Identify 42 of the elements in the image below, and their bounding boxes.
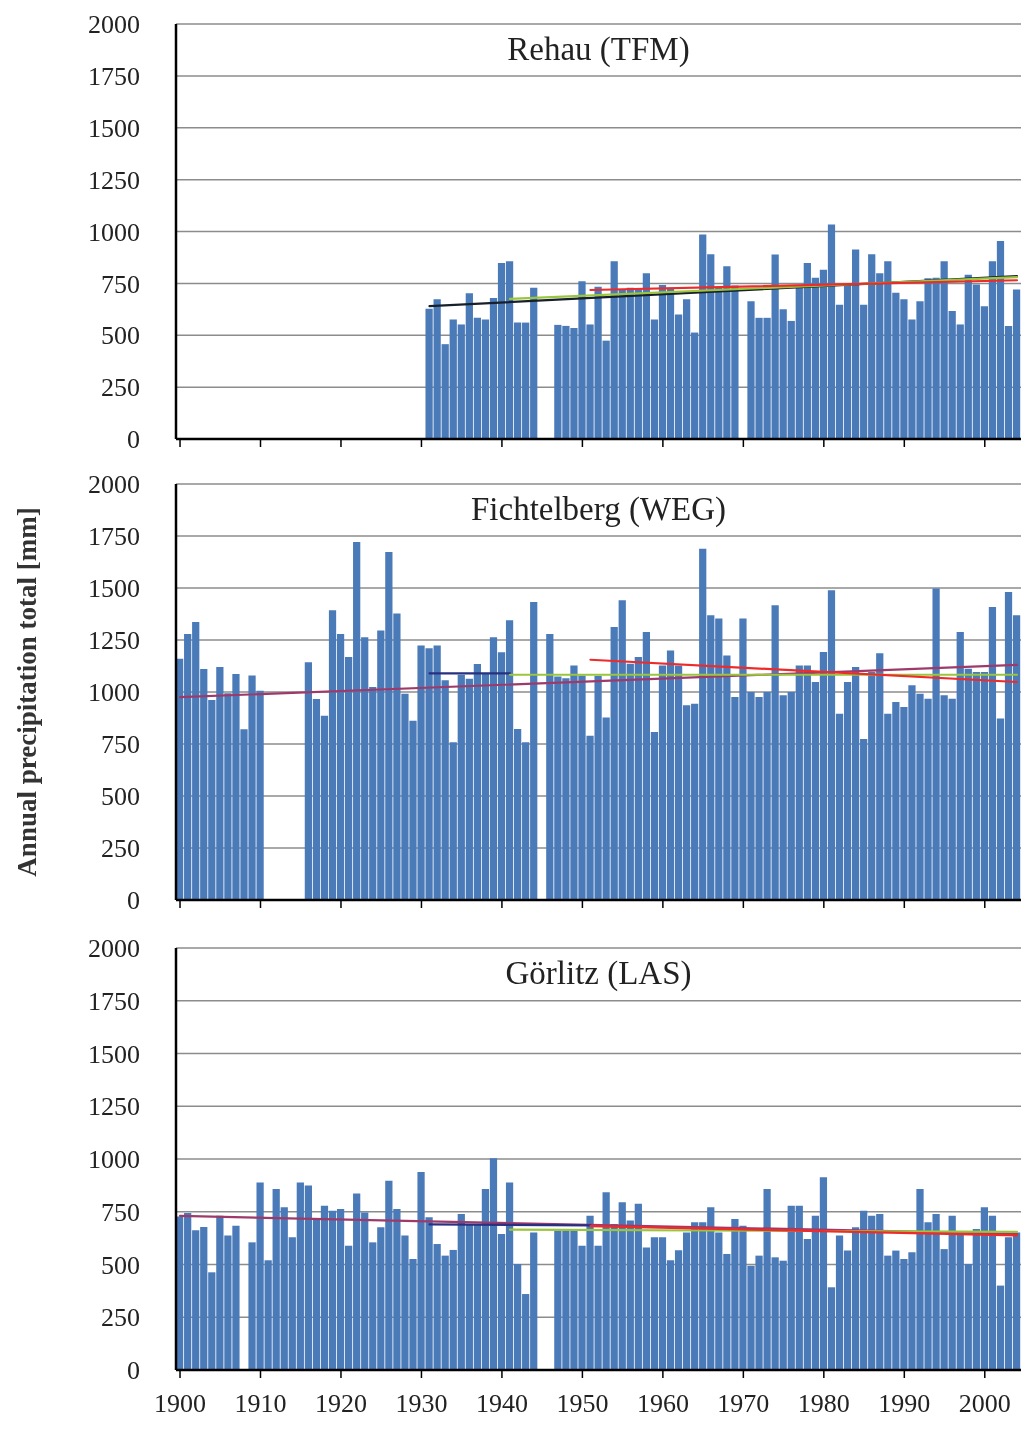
y-tick-label: 1500 [88, 1039, 140, 1069]
chart-title: Görlitz (LAS) [504, 954, 693, 992]
y-tick-label: 1750 [88, 986, 140, 1016]
y-tick-label: 1250 [88, 165, 140, 195]
x-tick-label: 1930 [395, 1389, 448, 1419]
chart-title: Fichtelberg (WEG) [469, 490, 728, 528]
y-tick-label: 750 [101, 1197, 140, 1227]
y-tick-label: 500 [101, 782, 140, 812]
x-tick-label: 1900 [154, 1389, 207, 1419]
y-tick-label: 1750 [88, 522, 140, 552]
y-tick-label: 750 [101, 269, 140, 299]
x-tick-label: 1970 [717, 1389, 770, 1419]
y-tick-label: 1000 [88, 217, 140, 247]
y-tick-label: 1000 [88, 678, 140, 708]
y-tick-label: 500 [101, 321, 140, 351]
y-tick-label: 1750 [88, 62, 140, 92]
y-tick-label: 250 [101, 834, 140, 864]
y-tick-label: 1500 [88, 113, 140, 143]
x-tick-label: 1960 [636, 1389, 689, 1419]
x-tick-label: 1910 [234, 1389, 287, 1419]
y-tick-label: 1500 [88, 574, 140, 604]
y-tick-label: 2000 [88, 470, 140, 500]
x-tick-label: 1920 [314, 1389, 367, 1419]
y-tick-label: 0 [127, 1356, 140, 1386]
y-tick-label: 0 [127, 886, 140, 916]
x-tick-label: 2000 [958, 1389, 1011, 1419]
y-tick-label: 500 [101, 1250, 140, 1280]
y-tick-label: 0 [127, 425, 140, 455]
y-tick-label: 750 [101, 730, 140, 760]
x-tick-label: 1990 [878, 1389, 931, 1419]
y-tick-label: 1000 [88, 1145, 140, 1175]
y-tick-label: 1250 [88, 1092, 140, 1122]
chart-title: Rehau (TFM) [506, 30, 691, 68]
y-tick-label: 250 [101, 373, 140, 403]
y-tick-label: 2000 [88, 934, 140, 964]
x-tick-label: 1950 [556, 1389, 609, 1419]
x-tick-label: 1980 [797, 1389, 850, 1419]
y-tick-label: 2000 [88, 10, 140, 40]
y-tick-label: 250 [101, 1303, 140, 1333]
x-tick-label: 1940 [475, 1389, 528, 1419]
y-axis-title: Annual precipitation total [mm] [11, 507, 42, 877]
y-tick-label: 1250 [88, 626, 140, 656]
